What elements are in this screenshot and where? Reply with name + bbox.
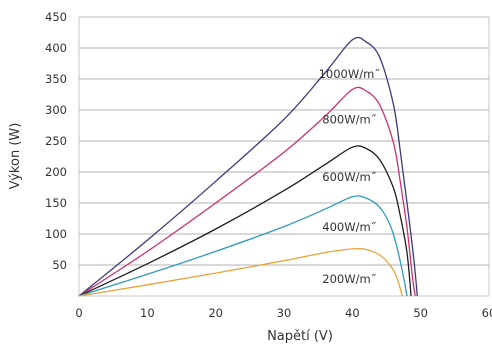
curve-label: 800W/m˝ [322,113,376,127]
curve-labels: 1000W/m˝ 800W/m˝ 600W/m˝ 400W/m˝ 200W/m˝ [319,67,381,286]
x-axis-title: Napětí (V) [267,329,333,344]
y-tick-label: 100 [45,227,67,241]
curve-label: 600W/m˝ [322,170,376,184]
power-curve-series [78,145,412,297]
y-axis-ticks: 50 100 150 200 250 300 350 400 450 [45,10,67,272]
power-curves [78,36,418,297]
y-tick-label: 50 [52,258,67,272]
curve-label: 400W/m˝ [322,220,376,234]
y-tick-label: 250 [45,134,67,148]
x-tick-label: 20 [208,306,223,320]
x-tick-label: 0 [75,306,82,320]
curve-label: 200W/m˝ [322,272,376,286]
power-curve-series [78,86,416,297]
power-curve-series [78,247,403,297]
power-curve-series [78,195,408,297]
y-axis-title: Výkon (W) [8,123,23,190]
x-tick-label: 30 [277,306,292,320]
x-tick-label: 40 [345,306,360,320]
plot-frame [78,16,490,297]
power-curve-series [78,36,418,297]
x-tick-label: 60 [482,306,492,320]
y-tick-label: 200 [45,165,67,179]
curve-label: 1000W/m˝ [319,67,381,81]
y-tick-label: 450 [45,10,67,24]
x-tick-label: 50 [413,306,428,320]
y-tick-label: 350 [45,72,67,86]
y-tick-label: 400 [45,41,67,55]
x-axis-ticks: 0 10 20 30 40 50 60 [75,306,492,320]
y-tick-label: 300 [45,103,67,117]
grid-lines [79,16,489,266]
y-tick-label: 150 [45,196,67,210]
x-tick-label: 10 [140,306,155,320]
